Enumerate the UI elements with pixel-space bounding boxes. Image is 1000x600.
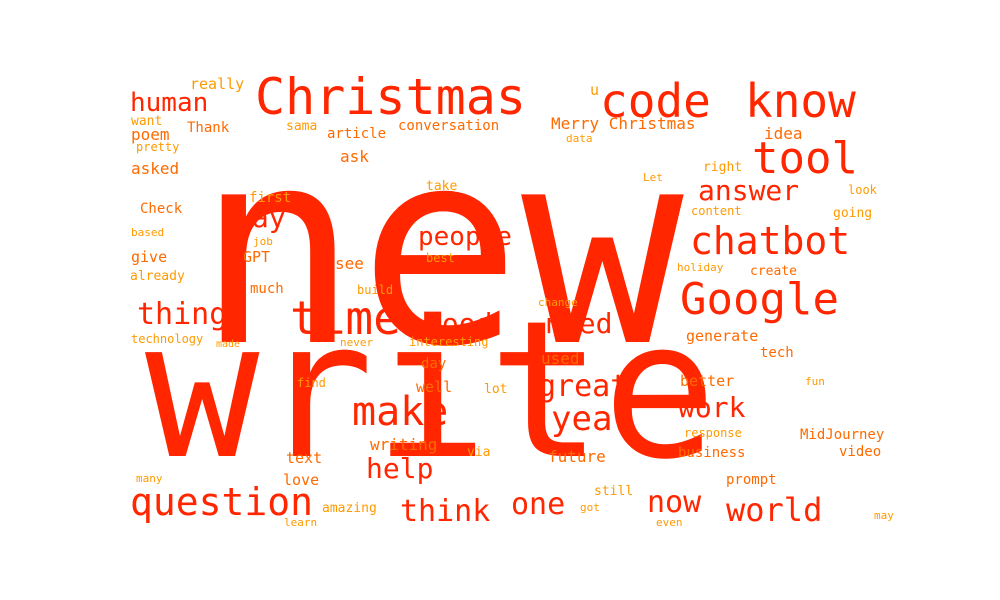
- word-video: video: [839, 444, 882, 460]
- word-response: response: [684, 426, 742, 440]
- word-now: now: [647, 485, 702, 520]
- word-already: already: [130, 269, 185, 284]
- word-even: even: [656, 516, 683, 529]
- word-pretty: pretty: [136, 140, 180, 154]
- word-well: well: [416, 378, 453, 396]
- word-day: day: [421, 356, 447, 372]
- word-better: better: [680, 372, 735, 390]
- word-business: business: [678, 445, 746, 461]
- word-learn: learn: [284, 516, 318, 529]
- word-midjourney: MidJourney: [800, 427, 885, 443]
- word-got: got: [580, 501, 600, 514]
- word-interesting: interesting: [409, 335, 489, 349]
- word-answer: answer: [698, 174, 800, 207]
- word-world: world: [726, 491, 823, 529]
- word-lot: lot: [484, 382, 508, 397]
- word-conversation: conversation: [398, 118, 500, 134]
- word-really: really: [190, 75, 245, 93]
- word-article: article: [327, 126, 387, 142]
- word-poem: poem: [131, 125, 170, 144]
- word-google: Google: [680, 274, 839, 325]
- word-prompt: prompt: [726, 472, 777, 488]
- word-work: work: [678, 391, 746, 424]
- word-think: think: [400, 494, 491, 529]
- word-never: never: [340, 336, 374, 349]
- word-look: look: [848, 183, 877, 197]
- word-amazing: amazing: [322, 501, 377, 516]
- word-chatbot: chatbot: [690, 219, 851, 263]
- word-year: year: [551, 399, 633, 439]
- word-great: great: [538, 369, 629, 404]
- word-time: time: [290, 291, 401, 345]
- word-fun: fun: [805, 375, 825, 388]
- word-right: right: [703, 160, 743, 175]
- word-generate: generate: [686, 327, 759, 345]
- word-check: Check: [140, 201, 183, 217]
- word-people: people: [418, 222, 512, 252]
- word-find: find: [297, 376, 326, 390]
- word-new: new: [196, 91, 684, 406]
- word-future: future: [548, 447, 606, 466]
- word-make: make: [352, 389, 449, 435]
- word-give: give: [131, 248, 168, 266]
- word-via: via: [467, 445, 491, 460]
- word-build: build: [357, 283, 394, 297]
- word-ask: ask: [340, 147, 369, 166]
- word-made: made: [216, 339, 241, 350]
- word-writing: writing: [370, 435, 438, 454]
- word-need: need: [545, 307, 613, 340]
- word-first: first: [249, 190, 292, 206]
- word-know: know: [745, 74, 856, 128]
- word-job: job: [253, 235, 273, 248]
- word-change: change: [538, 296, 578, 309]
- word-good: good: [425, 307, 493, 340]
- word-text: text: [286, 449, 323, 467]
- word-human: human: [130, 88, 209, 118]
- word-write: write: [145, 280, 717, 501]
- word-one: one: [511, 487, 566, 522]
- word-question: question: [130, 480, 314, 524]
- word-gpt: GPT: [243, 248, 271, 266]
- word-much: much: [250, 281, 284, 297]
- word-take: take: [426, 179, 458, 194]
- word-data: data: [566, 132, 593, 145]
- word-u: u: [590, 81, 600, 99]
- word-best: best: [426, 251, 455, 265]
- word-thank: Thank: [187, 120, 230, 136]
- word-see: see: [335, 254, 364, 273]
- word-let: Let: [643, 171, 663, 184]
- word-sama: sama: [286, 119, 318, 134]
- word-idea: idea: [764, 124, 803, 143]
- word-create: create: [750, 264, 797, 279]
- word-going: going: [833, 206, 873, 221]
- word-used: used: [541, 349, 580, 368]
- word-code: code: [600, 74, 711, 128]
- word-want: want: [131, 114, 163, 129]
- word-thing: thing: [137, 297, 228, 332]
- word-many: many: [136, 472, 163, 485]
- word-holiday: holiday: [677, 261, 724, 274]
- word-technology: technology: [131, 332, 204, 346]
- word-christmas: Christmas: [255, 68, 526, 126]
- word-based: based: [131, 226, 165, 239]
- word-tool: tool: [752, 133, 858, 184]
- word-way: way: [235, 201, 286, 234]
- word-help: help: [366, 452, 434, 485]
- word-asked: asked: [131, 159, 180, 178]
- word-tech: tech: [760, 345, 794, 361]
- word-still: still: [594, 484, 634, 499]
- word-content: content: [691, 204, 742, 218]
- word-love: love: [283, 471, 320, 489]
- word-merry-christmas: Merry Christmas: [551, 114, 696, 133]
- word-may: may: [874, 509, 894, 522]
